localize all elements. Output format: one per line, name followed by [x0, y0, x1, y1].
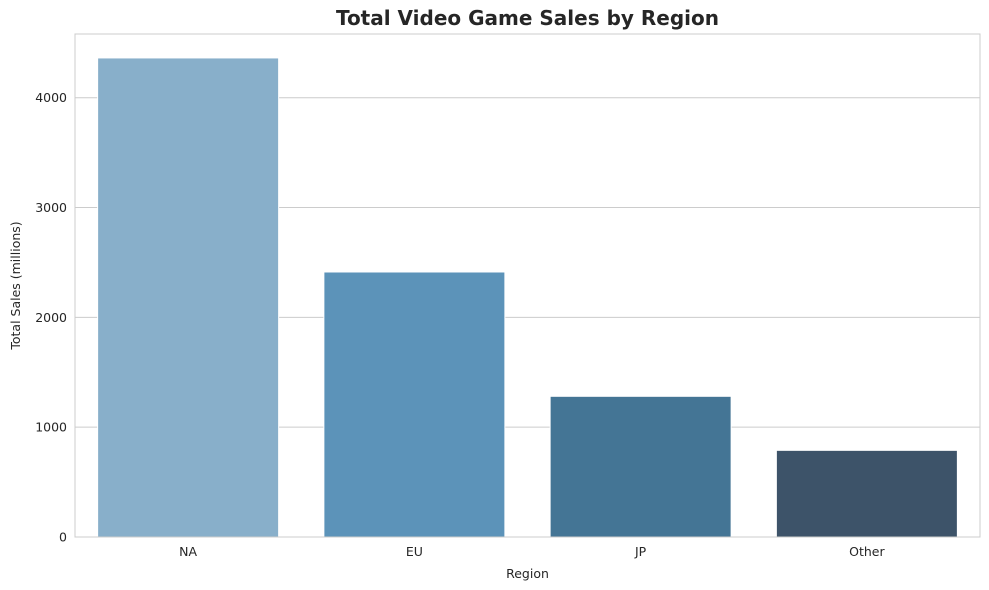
y-tick-label: 0	[59, 530, 67, 545]
x-axis-ticks: NA EU JP Other	[179, 544, 885, 559]
y-axis-ticks: 0 1000 2000 3000 4000	[35, 90, 67, 544]
x-tick-label: Other	[849, 544, 885, 559]
y-tick-label: 3000	[35, 200, 67, 215]
x-tick-label: EU	[406, 544, 423, 559]
plot-frame	[74, 33, 981, 538]
bar-eu	[323, 271, 506, 538]
y-tick-label: 4000	[35, 90, 67, 105]
x-axis-label: Region	[506, 566, 549, 581]
y-tick-label: 2000	[35, 310, 67, 325]
y-axis-label: Total Sales (millions)	[8, 221, 23, 350]
bar-na	[97, 57, 280, 538]
y-tick-label: 1000	[35, 420, 67, 435]
x-tick-label: NA	[179, 544, 197, 559]
x-tick-label: JP	[634, 544, 647, 559]
bar-other	[775, 449, 958, 538]
chart-title: Total Video Game Sales by Region	[336, 6, 719, 30]
bars	[97, 57, 958, 538]
bar-jp	[549, 395, 732, 538]
